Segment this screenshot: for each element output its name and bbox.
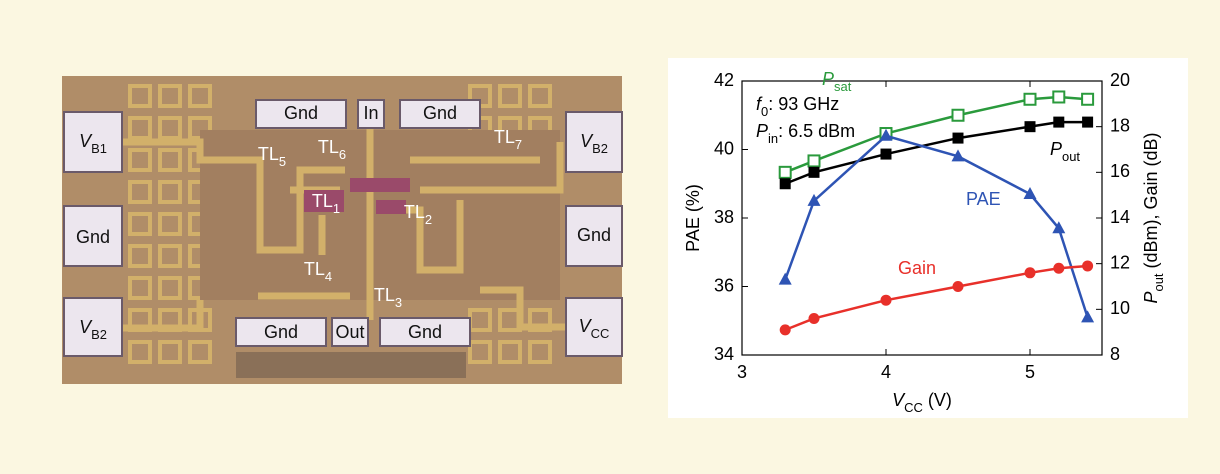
tl-label-main: TL bbox=[318, 137, 339, 157]
active-device bbox=[350, 178, 410, 192]
marker bbox=[1025, 94, 1036, 105]
y2-tick-label: 20 bbox=[1110, 70, 1130, 90]
x-tick-label: 5 bbox=[1025, 362, 1035, 382]
series-label: Gain bbox=[898, 258, 936, 278]
pad-label-main: Gnd bbox=[264, 322, 298, 342]
marker bbox=[1025, 121, 1036, 132]
y-tick-label: 38 bbox=[714, 207, 734, 227]
y2-tick-label: 16 bbox=[1110, 161, 1130, 181]
tl-label-sub: 7 bbox=[515, 137, 522, 152]
marker bbox=[953, 281, 964, 292]
tl-label-main: TL bbox=[312, 191, 333, 211]
tl-label-main: TL bbox=[374, 285, 395, 305]
y2-tick-label: 12 bbox=[1110, 252, 1130, 272]
annotation-main: P bbox=[756, 121, 768, 141]
marker bbox=[881, 149, 892, 160]
y-tick-label: 42 bbox=[714, 70, 734, 90]
marker bbox=[1025, 267, 1036, 278]
marker bbox=[1082, 260, 1093, 271]
marker bbox=[780, 178, 791, 189]
series-label-sub: sat bbox=[834, 79, 852, 94]
annotation-sub: in bbox=[768, 131, 778, 146]
marker bbox=[1053, 117, 1064, 128]
y2-tick-label: 14 bbox=[1110, 207, 1130, 227]
x-tick-label: 3 bbox=[737, 362, 747, 382]
y-tick-label: 36 bbox=[714, 275, 734, 295]
pad-label-main: In bbox=[363, 103, 378, 123]
x-tick-label: 4 bbox=[881, 362, 891, 382]
series-label: PAE bbox=[966, 189, 1001, 209]
marker bbox=[809, 155, 820, 166]
pad-label: Gnd bbox=[423, 103, 457, 123]
series-label-main: P bbox=[1050, 139, 1062, 159]
marker bbox=[780, 324, 791, 335]
y-tick-label: 34 bbox=[714, 344, 734, 364]
page: VB1GndVB2GndInGndVB2GndVCCGndOutGndTL5TL… bbox=[0, 0, 1220, 474]
pad-label: Gnd bbox=[577, 225, 611, 245]
pad-label-main: Gnd bbox=[423, 103, 457, 123]
pad-label-sub: B1 bbox=[91, 141, 107, 156]
tl-label-sub: 3 bbox=[395, 295, 402, 310]
y2-axis-label-sub: out bbox=[1151, 273, 1166, 291]
marker bbox=[953, 110, 964, 121]
figure: VB1GndVB2GndInGndVB2GndVCCGndOutGndTL5TL… bbox=[0, 0, 1220, 474]
series-label-main: Gain bbox=[898, 258, 936, 278]
pad-label: Gnd bbox=[408, 322, 442, 342]
pad-label: Gnd bbox=[76, 227, 110, 247]
series-label-main: PAE bbox=[966, 189, 1001, 209]
pad-label-sub: B2 bbox=[592, 141, 608, 156]
y2-axis-label-rest: (dBm), Gain (dB) bbox=[1141, 132, 1161, 273]
pad-label-main: Gnd bbox=[408, 322, 442, 342]
marker bbox=[809, 167, 820, 178]
marker bbox=[809, 313, 820, 324]
tl-label-sub: 6 bbox=[339, 147, 346, 162]
y2-axis-label-main: P bbox=[1141, 292, 1161, 304]
marker bbox=[780, 167, 791, 178]
active-device bbox=[376, 200, 406, 214]
annotation-rest: : 6.5 dBm bbox=[778, 121, 855, 141]
y2-tick-label: 18 bbox=[1110, 115, 1130, 135]
pad-label-main: Gnd bbox=[284, 103, 318, 123]
tl-label-main: TL bbox=[304, 259, 325, 279]
pad-label-sub: B2 bbox=[91, 327, 107, 342]
marker bbox=[953, 133, 964, 144]
series-label-main: P bbox=[822, 69, 834, 89]
pad-label: In bbox=[363, 103, 378, 123]
tl-label-sub: 1 bbox=[333, 201, 340, 216]
marker bbox=[1053, 91, 1064, 102]
pad-label-main: Gnd bbox=[76, 227, 110, 247]
pad-label: Gnd bbox=[284, 103, 318, 123]
x-axis-label-sub: CC bbox=[904, 400, 923, 415]
marker bbox=[1053, 263, 1064, 274]
bar-bottom bbox=[236, 352, 466, 378]
tl-label-main: TL bbox=[494, 127, 515, 147]
marker bbox=[881, 295, 892, 306]
tl-label-main: TL bbox=[404, 202, 425, 222]
tl-label-sub: 5 bbox=[279, 154, 286, 169]
marker bbox=[1082, 117, 1093, 128]
pad-label-main: Gnd bbox=[577, 225, 611, 245]
ground-plane bbox=[200, 130, 560, 300]
pad-label-sub: CC bbox=[591, 326, 610, 341]
marker bbox=[1082, 94, 1093, 105]
y2-tick-label: 10 bbox=[1110, 298, 1130, 318]
annotation-rest: : 93 GHz bbox=[768, 94, 839, 114]
series-label-sub: out bbox=[1062, 149, 1080, 164]
y-axis-label: PAE (%) bbox=[683, 184, 703, 252]
y2-tick-label: 8 bbox=[1110, 344, 1120, 364]
pad-label-main: Out bbox=[335, 322, 364, 342]
tl-label-main: TL bbox=[258, 144, 279, 164]
y-tick-label: 40 bbox=[714, 138, 734, 158]
pad-label: Gnd bbox=[264, 322, 298, 342]
annotation-sub: 0 bbox=[761, 104, 768, 119]
pad-label: Out bbox=[335, 322, 364, 342]
tl-label-sub: 4 bbox=[325, 269, 332, 284]
tl-label-sub: 2 bbox=[425, 212, 432, 227]
x-axis-label-rest: (V) bbox=[923, 390, 952, 410]
